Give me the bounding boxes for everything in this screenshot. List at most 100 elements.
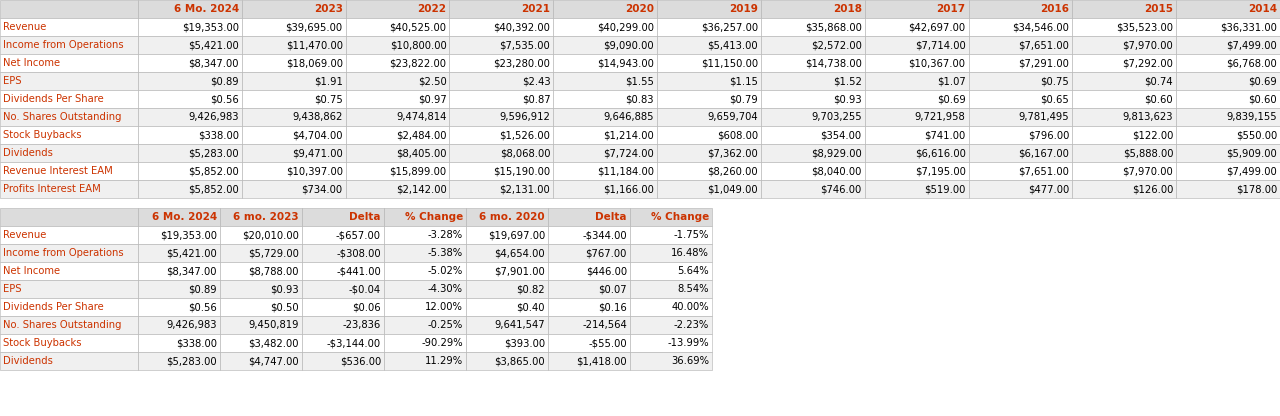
Text: $5,852.00: $5,852.00	[188, 166, 239, 176]
Text: 36.69%: 36.69%	[671, 356, 709, 366]
Text: Income from Operations: Income from Operations	[3, 40, 124, 50]
Text: Delta: Delta	[595, 212, 627, 222]
Bar	[242, 72, 346, 90]
Text: $7,651.00: $7,651.00	[1019, 166, 1069, 176]
Bar	[138, 180, 242, 198]
Bar	[449, 18, 553, 36]
Bar	[1176, 144, 1280, 162]
Text: $8,347.00: $8,347.00	[166, 266, 218, 276]
Bar	[242, 90, 346, 108]
Text: $5,729.00: $5,729.00	[248, 248, 300, 258]
Bar	[220, 280, 302, 298]
Text: $8,929.00: $8,929.00	[812, 148, 861, 158]
Bar	[1176, 54, 1280, 72]
Bar	[138, 90, 242, 108]
Bar	[449, 144, 553, 162]
Bar	[630, 226, 712, 244]
Bar	[0, 262, 138, 280]
Bar	[0, 244, 138, 262]
Bar	[760, 126, 865, 144]
Text: -2.23%: -2.23%	[673, 320, 709, 330]
Text: 6 Mo. 2024: 6 Mo. 2024	[152, 212, 218, 222]
Text: $0.79: $0.79	[730, 94, 758, 104]
Text: Revenue Interest EAM: Revenue Interest EAM	[3, 166, 113, 176]
Text: 2023: 2023	[314, 4, 343, 14]
Bar	[384, 280, 466, 298]
Bar	[346, 36, 449, 54]
Bar	[630, 352, 712, 370]
Bar	[760, 72, 865, 90]
Bar	[466, 226, 548, 244]
Bar	[346, 72, 449, 90]
Text: $8,405.00: $8,405.00	[396, 148, 447, 158]
Bar	[384, 244, 466, 262]
Bar	[0, 280, 138, 298]
Text: $0.56: $0.56	[210, 94, 239, 104]
Bar	[865, 126, 969, 144]
Text: $746.00: $746.00	[820, 184, 861, 194]
Text: $0.56: $0.56	[188, 302, 218, 312]
Bar	[466, 208, 548, 226]
Text: $5,283.00: $5,283.00	[166, 356, 218, 366]
Text: $2,142.00: $2,142.00	[396, 184, 447, 194]
Text: No. Shares Outstanding: No. Shares Outstanding	[3, 320, 122, 330]
Bar	[138, 144, 242, 162]
Bar	[548, 208, 630, 226]
Text: Dividends Per Share: Dividends Per Share	[3, 94, 104, 104]
Bar	[657, 162, 760, 180]
Text: 9,438,862: 9,438,862	[292, 112, 343, 122]
Bar	[630, 244, 712, 262]
Bar	[760, 162, 865, 180]
Bar	[302, 244, 384, 262]
Bar	[138, 126, 242, 144]
Bar	[657, 54, 760, 72]
Bar	[466, 316, 548, 334]
Bar	[346, 126, 449, 144]
Bar	[548, 316, 630, 334]
Text: $5,421.00: $5,421.00	[166, 248, 218, 258]
Bar	[548, 280, 630, 298]
Text: $23,822.00: $23,822.00	[389, 58, 447, 68]
Bar	[220, 244, 302, 262]
Bar	[138, 162, 242, 180]
Bar	[138, 334, 220, 352]
Text: 6 mo. 2023: 6 mo. 2023	[233, 212, 300, 222]
Bar	[0, 298, 138, 316]
Bar	[760, 18, 865, 36]
Bar	[0, 352, 138, 370]
Text: $741.00: $741.00	[924, 130, 965, 140]
Bar	[1073, 54, 1176, 72]
Bar	[969, 126, 1073, 144]
Bar	[865, 0, 969, 18]
Text: $7,195.00: $7,195.00	[915, 166, 965, 176]
Bar	[1073, 126, 1176, 144]
Bar	[138, 352, 220, 370]
Text: $550.00: $550.00	[1235, 130, 1277, 140]
Bar	[138, 298, 220, 316]
Text: $126.00: $126.00	[1132, 184, 1174, 194]
Bar	[865, 72, 969, 90]
Text: 5.64%: 5.64%	[677, 266, 709, 276]
Text: $2.43: $2.43	[522, 76, 550, 86]
Bar	[242, 144, 346, 162]
Bar	[466, 352, 548, 370]
Bar	[548, 298, 630, 316]
Text: $354.00: $354.00	[820, 130, 861, 140]
Text: 9,721,958: 9,721,958	[915, 112, 965, 122]
Bar	[0, 54, 138, 72]
Bar	[449, 126, 553, 144]
Text: Revenue: Revenue	[3, 230, 46, 240]
Text: $178.00: $178.00	[1235, 184, 1277, 194]
Text: $8,347.00: $8,347.00	[188, 58, 239, 68]
Text: $20,010.00: $20,010.00	[242, 230, 300, 240]
Text: $0.89: $0.89	[210, 76, 239, 86]
Bar	[0, 36, 138, 54]
Text: $18,069.00: $18,069.00	[285, 58, 343, 68]
Text: $0.50: $0.50	[270, 302, 300, 312]
Bar	[0, 334, 138, 352]
Text: EPS: EPS	[3, 76, 22, 86]
Text: $1.91: $1.91	[314, 76, 343, 86]
Bar	[1176, 180, 1280, 198]
Bar	[449, 162, 553, 180]
Bar	[302, 334, 384, 352]
